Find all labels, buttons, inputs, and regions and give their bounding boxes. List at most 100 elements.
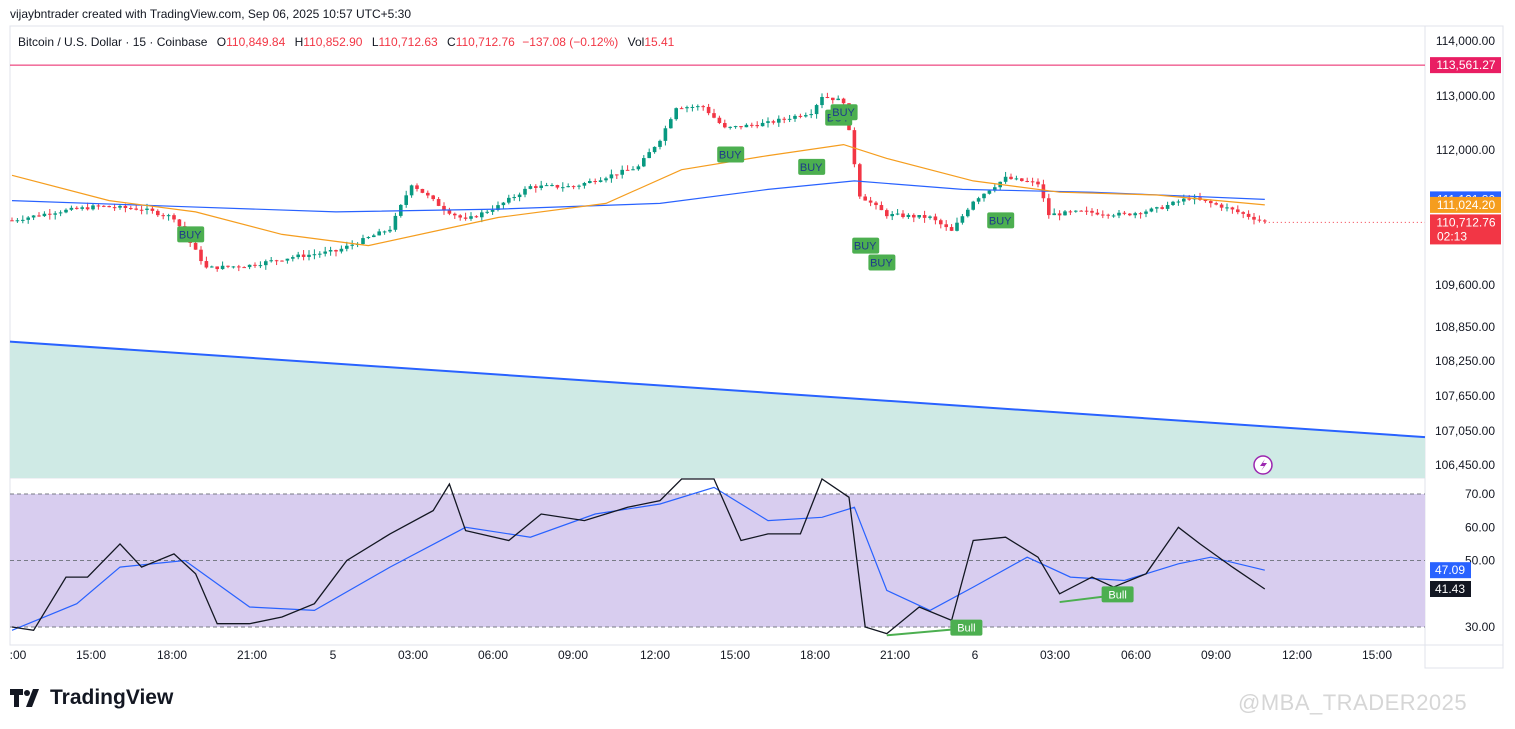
candle-body (766, 121, 770, 123)
candle-body (447, 210, 452, 214)
candle-body (982, 193, 986, 199)
candle-body (1182, 198, 1186, 202)
buy-signal-label[interactable] (830, 104, 858, 121)
candle-body (64, 209, 68, 213)
tradingview-brand[interactable]: TradingView (10, 686, 173, 710)
candle-body (1236, 209, 1240, 213)
buy-signal-text: BUY (800, 162, 823, 174)
time-axis-tick: 21:00 (237, 648, 267, 662)
candle-body (625, 169, 630, 171)
time-axis-tick: 18:00 (800, 648, 830, 662)
candle-body (156, 210, 160, 216)
candle-body (80, 207, 84, 209)
candle-body (760, 122, 765, 127)
candle-body (1252, 216, 1256, 220)
candle-body (820, 96, 824, 106)
time-axis-tick: 15:00 (720, 648, 750, 662)
candle-body (1187, 198, 1191, 200)
time-axis-tick: 09:00 (558, 648, 588, 662)
candle-body (1133, 213, 1137, 216)
candle-body (879, 205, 884, 211)
candle-body (58, 212, 63, 214)
candle-body (139, 209, 144, 211)
candle-body (577, 185, 581, 187)
buy-signal-label[interactable] (177, 226, 205, 243)
price-axis-tick: 108,850.00 (1435, 320, 1495, 334)
candle-body (1057, 213, 1062, 216)
candle-body (53, 213, 57, 215)
candle-body (42, 213, 47, 217)
candle-body (771, 121, 776, 123)
candle-body (134, 208, 138, 210)
price-axis-tick: 107,650.00 (1435, 389, 1495, 403)
candle-body (507, 197, 511, 203)
candle-body (172, 215, 176, 220)
candle-body (906, 214, 911, 218)
symbol-name: Bitcoin / U.S. Dollar · 15 · Coinbase (18, 35, 208, 49)
candle-body (750, 124, 754, 126)
candle-body (1214, 203, 1218, 205)
candle-body (636, 166, 641, 170)
candle-body (345, 245, 349, 249)
buy-signal-text: BUY (854, 241, 877, 253)
candle-body (150, 208, 155, 211)
bull-divergence-label[interactable] (950, 619, 983, 636)
candle-body (26, 217, 30, 220)
buy-signal-text: BUY (179, 229, 202, 241)
volume-value: 15.41 (644, 35, 675, 49)
candle-body (69, 207, 74, 210)
candle-body (647, 152, 651, 159)
candle-body (1063, 211, 1067, 216)
candle-body (485, 211, 489, 213)
buy-signal-label[interactable] (717, 146, 745, 163)
candle-body (1106, 214, 1110, 216)
bull-divergence-line[interactable] (886, 627, 963, 637)
candle-body (1176, 201, 1181, 203)
candle-body (334, 250, 338, 252)
high-label: H (294, 35, 304, 49)
bull-divergence-label[interactable] (1101, 586, 1134, 603)
candle-body (588, 181, 592, 184)
buy-signal-label[interactable] (987, 212, 1015, 229)
candle-body (912, 214, 916, 218)
candle-body (890, 214, 894, 217)
candle-body (744, 124, 749, 128)
candle-body (539, 185, 543, 188)
candle-body (825, 96, 830, 98)
candle-body (1122, 212, 1127, 214)
buy-signal-label[interactable] (852, 237, 880, 254)
watermark: @MBA_TRADER2025 (1238, 690, 1468, 715)
candle-body (102, 205, 106, 207)
candle-body (944, 224, 948, 228)
candle-body (415, 185, 419, 189)
candle-body (895, 213, 900, 215)
candle-body (561, 187, 565, 189)
candle-body (296, 254, 300, 258)
candle-body (631, 169, 635, 171)
candle-body (123, 205, 128, 209)
time-axis-tick: 15:00 (76, 648, 106, 662)
candle-body (1165, 205, 1170, 209)
candle-body (193, 242, 198, 250)
candle-body (523, 188, 527, 195)
candle-body (733, 126, 738, 128)
price-axis-tick: 108,250.00 (1435, 354, 1495, 368)
candle-body (955, 222, 959, 231)
candle-body (966, 209, 970, 217)
candle-body (242, 267, 246, 269)
candle-body (836, 98, 840, 101)
descending-trendline[interactable] (9, 340, 1426, 439)
candle-body (868, 200, 873, 203)
candle-body (501, 202, 506, 206)
close-label: C (447, 35, 456, 49)
candle-body (1020, 178, 1024, 182)
rsi-value-tag (1430, 580, 1471, 597)
candle-body (291, 257, 295, 259)
lightning-bolt-icon (1260, 459, 1267, 471)
candle-body (107, 205, 111, 208)
buy-signal-label[interactable] (798, 158, 826, 175)
candle-body (85, 207, 90, 210)
candle-body (118, 205, 122, 208)
buy-signal-label[interactable] (868, 254, 896, 271)
